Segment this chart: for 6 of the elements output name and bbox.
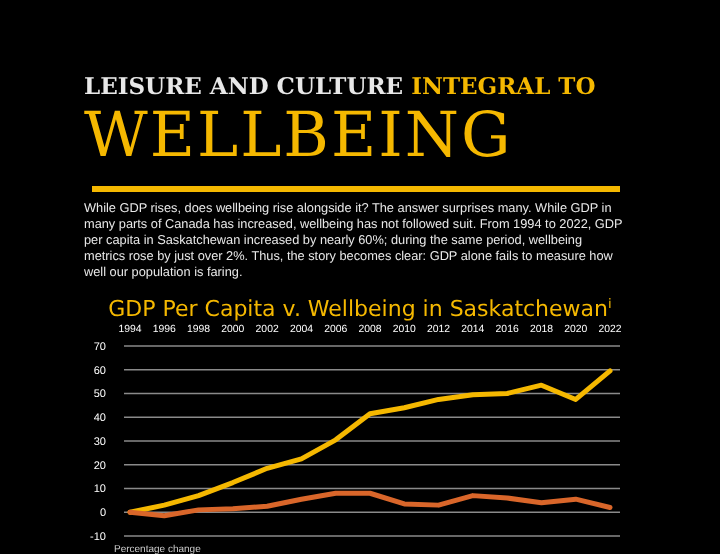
text: WELLBEING [84,100,513,172]
chart-title: GDP Per Capita v. Wellbeing in Saskatchewan$^{i}$ [108,296,613,322]
text: LEISURE AND CULTURE [84,72,404,100]
line-series [127,368,613,515]
text: INTEGRAL TO [411,72,596,100]
line-series [127,490,613,519]
